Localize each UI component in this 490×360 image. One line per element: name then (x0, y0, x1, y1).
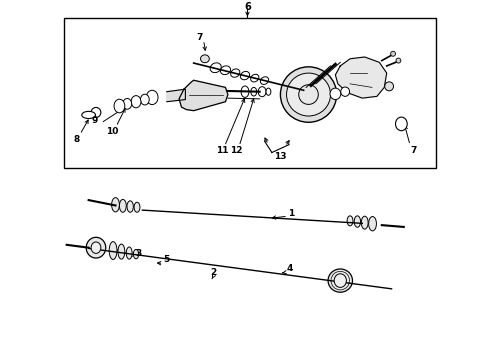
Ellipse shape (120, 199, 126, 212)
Polygon shape (179, 80, 228, 111)
Text: 8: 8 (74, 135, 79, 144)
Polygon shape (167, 89, 185, 102)
Text: 3: 3 (136, 249, 142, 258)
Text: 7: 7 (197, 33, 203, 42)
Ellipse shape (241, 71, 249, 80)
Ellipse shape (86, 237, 106, 258)
Ellipse shape (347, 216, 353, 226)
Ellipse shape (258, 87, 266, 97)
Ellipse shape (251, 87, 257, 96)
Text: 6: 6 (244, 2, 251, 12)
Ellipse shape (330, 88, 341, 100)
Ellipse shape (391, 51, 395, 56)
Text: 13: 13 (274, 152, 287, 161)
Text: 10: 10 (106, 127, 118, 136)
Ellipse shape (334, 274, 346, 287)
Text: 7: 7 (411, 145, 417, 154)
Ellipse shape (126, 247, 132, 259)
Text: 1: 1 (288, 209, 294, 218)
Text: 11: 11 (216, 146, 228, 155)
Bar (64, 18, 436, 168)
Ellipse shape (91, 242, 101, 253)
Ellipse shape (220, 66, 230, 75)
Ellipse shape (328, 269, 352, 292)
Text: 4: 4 (287, 264, 293, 273)
Ellipse shape (210, 63, 221, 73)
Text: 2: 2 (210, 268, 217, 277)
Ellipse shape (118, 244, 125, 259)
Ellipse shape (147, 90, 158, 104)
Ellipse shape (133, 249, 139, 259)
Ellipse shape (109, 242, 117, 260)
Text: 12: 12 (230, 146, 243, 155)
Ellipse shape (385, 82, 393, 91)
Ellipse shape (231, 69, 240, 77)
Ellipse shape (131, 96, 141, 108)
Ellipse shape (354, 216, 361, 227)
Ellipse shape (200, 55, 209, 63)
Text: 5: 5 (164, 255, 170, 264)
Ellipse shape (361, 216, 368, 229)
Ellipse shape (396, 58, 401, 63)
Ellipse shape (141, 94, 149, 105)
Ellipse shape (251, 74, 259, 82)
Ellipse shape (368, 217, 376, 231)
Ellipse shape (127, 201, 133, 212)
Ellipse shape (266, 88, 271, 95)
Ellipse shape (114, 99, 125, 113)
Ellipse shape (82, 111, 96, 118)
Ellipse shape (134, 202, 140, 212)
Polygon shape (335, 57, 387, 98)
Ellipse shape (395, 117, 407, 131)
Text: 9: 9 (91, 116, 98, 125)
Ellipse shape (123, 99, 132, 109)
Ellipse shape (261, 77, 269, 85)
Ellipse shape (287, 73, 331, 116)
Ellipse shape (241, 86, 249, 98)
Ellipse shape (112, 198, 120, 212)
Ellipse shape (91, 107, 101, 117)
Ellipse shape (280, 67, 337, 122)
Ellipse shape (341, 87, 349, 96)
Ellipse shape (299, 85, 318, 104)
